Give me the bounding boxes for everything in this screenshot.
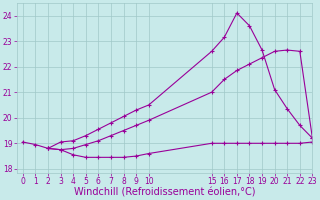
X-axis label: Windchill (Refroidissement éolien,°C): Windchill (Refroidissement éolien,°C) <box>74 187 255 197</box>
